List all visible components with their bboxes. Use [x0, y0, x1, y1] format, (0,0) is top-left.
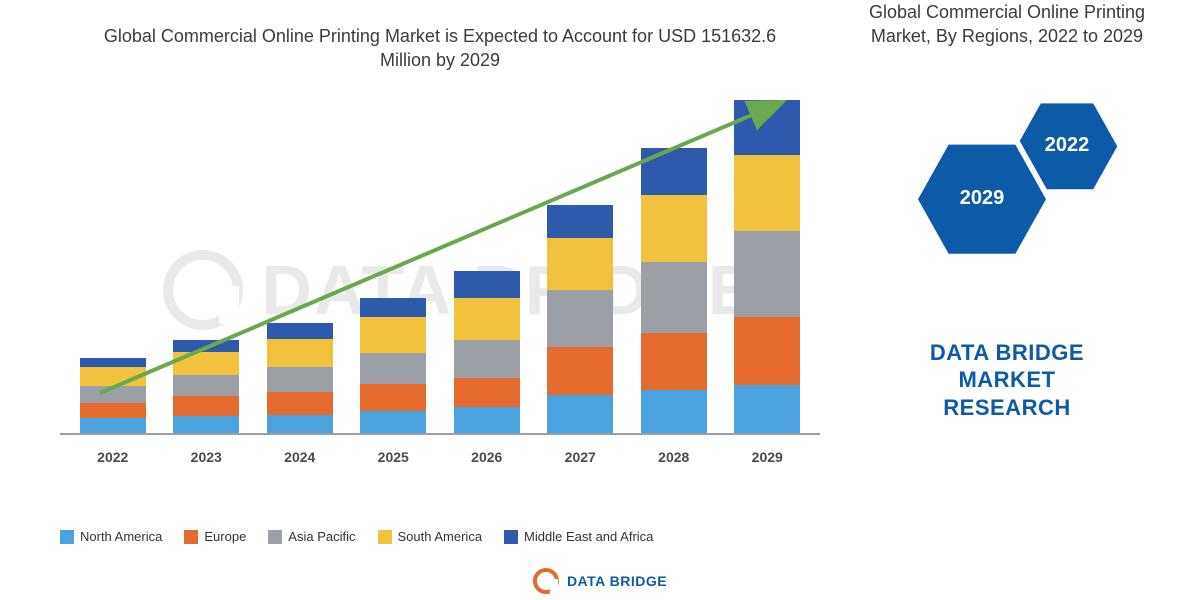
seg-north-america [360, 411, 426, 433]
seg-europe [80, 403, 146, 418]
legend-item-asia-pacific: Asia Pacific [268, 529, 355, 544]
seg-asia-pacific [360, 353, 426, 384]
xlabel-2029: 2029 [734, 449, 800, 465]
footer-logo: DATA BRIDGE [533, 568, 667, 594]
xlabel-2024: 2024 [267, 449, 333, 465]
legend-label: Asia Pacific [288, 529, 355, 544]
seg-south-america [547, 238, 613, 290]
plot: 2022 2023 2024 2025 2026 2027 2028 2029 [60, 83, 820, 483]
brand-line3: RESEARCH [842, 394, 1172, 422]
seg-europe [173, 396, 239, 417]
seg-middle-east-and-africa [267, 323, 333, 338]
seg-europe [360, 384, 426, 411]
bar-2024 [267, 323, 333, 432]
seg-europe [267, 392, 333, 415]
legend-swatch [60, 530, 74, 544]
legend-swatch [504, 530, 518, 544]
xlabel-2027: 2027 [547, 449, 613, 465]
seg-south-america [173, 352, 239, 375]
seg-north-america [641, 390, 707, 433]
xlabel-2025: 2025 [360, 449, 426, 465]
legend-label: Europe [204, 529, 246, 544]
xlabel-2026: 2026 [454, 449, 520, 465]
footer-logo-text: DATA BRIDGE [567, 573, 667, 589]
seg-asia-pacific [454, 340, 520, 378]
seg-europe [641, 333, 707, 390]
right-panel: Global Commercial Online Printing Market… [842, 0, 1172, 540]
seg-asia-pacific [734, 231, 800, 317]
seg-middle-east-and-africa [360, 298, 426, 317]
legend-label: Middle East and Africa [524, 529, 653, 544]
seg-south-america [80, 367, 146, 386]
seg-south-america [734, 155, 800, 231]
hex-front: 2029 [912, 139, 1052, 259]
brand-line2: MARKET [842, 366, 1172, 394]
bar-2022 [80, 358, 146, 433]
seg-asia-pacific [80, 386, 146, 403]
legend-item-north-america: North America [60, 529, 162, 544]
xlabel-2023: 2023 [173, 449, 239, 465]
seg-asia-pacific [173, 375, 239, 396]
bar-2023 [173, 340, 239, 432]
seg-middle-east-and-africa [80, 358, 146, 368]
seg-europe [547, 347, 613, 395]
seg-south-america [454, 298, 520, 341]
seg-asia-pacific [547, 290, 613, 347]
seg-south-america [360, 317, 426, 353]
seg-north-america [547, 395, 613, 433]
seg-europe [454, 378, 520, 407]
bar-2027 [547, 205, 613, 433]
legend-swatch [268, 530, 282, 544]
xlabel-2022: 2022 [80, 449, 146, 465]
seg-middle-east-and-africa [454, 271, 520, 298]
seg-north-america [80, 418, 146, 432]
hex-front-label: 2029 [912, 139, 1052, 259]
chart-title: Global Commercial Online Printing Market… [40, 24, 840, 73]
chart-area: Global Commercial Online Printing Market… [40, 24, 840, 544]
legend-label: South America [398, 529, 483, 544]
legend-swatch [184, 530, 198, 544]
legend-item-south-america: South America [378, 529, 483, 544]
seg-south-america [267, 339, 333, 368]
legend: North America Europe Asia Pacific South Ame… [60, 529, 820, 544]
seg-europe [734, 317, 800, 385]
seg-north-america [173, 416, 239, 432]
bar-2029 [734, 100, 800, 432]
seg-middle-east-and-africa [734, 100, 800, 155]
seg-north-america [267, 415, 333, 433]
legend-label: North America [80, 529, 162, 544]
right-title: Global Commercial Online Printing Market… [842, 0, 1172, 49]
seg-middle-east-and-africa [547, 205, 613, 238]
bar-2025 [360, 298, 426, 433]
x-labels: 2022 2023 2024 2025 2026 2027 2028 2029 [60, 449, 820, 465]
bar-2028 [641, 148, 707, 433]
footer-logo-icon [533, 568, 559, 594]
brand-text: DATA BRIDGE MARKET RESEARCH [842, 339, 1172, 422]
seg-north-america [454, 407, 520, 433]
page: DATA BRIDGE Global Commercial Online Pri… [0, 0, 1200, 600]
bars-container [60, 83, 820, 433]
xlabel-2028: 2028 [641, 449, 707, 465]
legend-swatch [378, 530, 392, 544]
seg-asia-pacific [641, 262, 707, 333]
seg-asia-pacific [267, 367, 333, 392]
seg-north-america [734, 385, 800, 433]
legend-item-middle-east-and-africa: Middle East and Africa [504, 529, 653, 544]
seg-middle-east-and-africa [641, 148, 707, 196]
seg-middle-east-and-africa [173, 340, 239, 351]
bar-2026 [454, 271, 520, 432]
legend-item-europe: Europe [184, 529, 246, 544]
x-axis [60, 433, 820, 435]
brand-line1: DATA BRIDGE [842, 339, 1172, 367]
seg-south-america [641, 195, 707, 262]
hex-group: 2022 2029 [842, 79, 1172, 309]
